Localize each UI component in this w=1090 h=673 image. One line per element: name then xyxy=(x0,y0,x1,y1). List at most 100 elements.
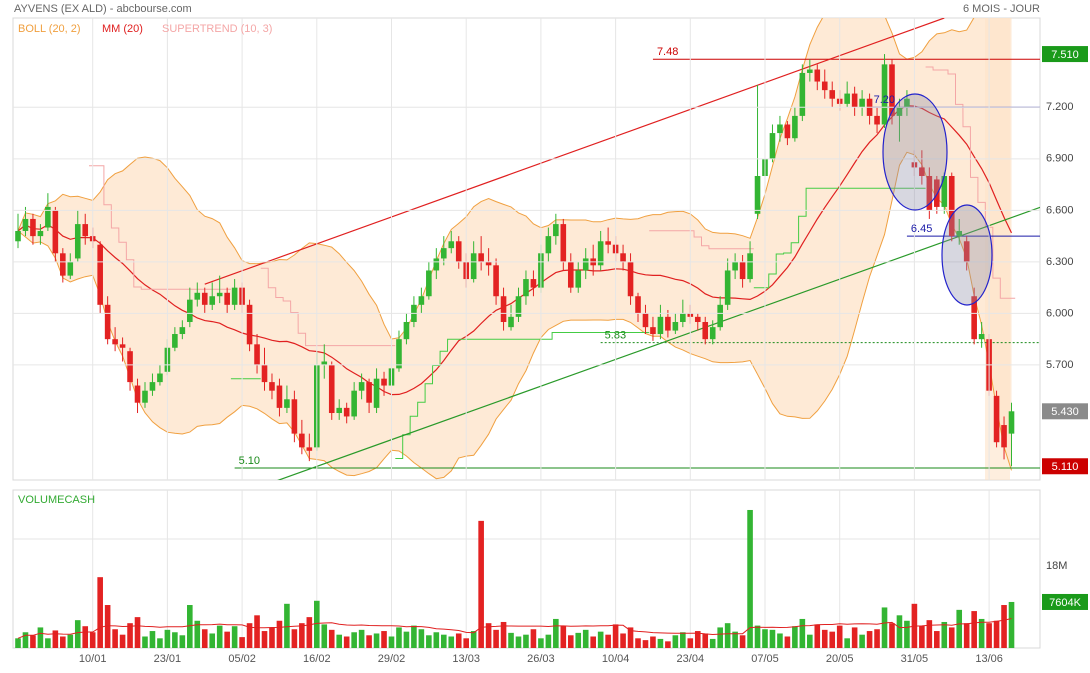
volume-bar xyxy=(919,625,925,648)
candle-body xyxy=(187,299,193,322)
volume-bar xyxy=(732,631,738,648)
candle-body xyxy=(306,447,313,451)
candle-body xyxy=(717,304,723,328)
volume-bar xyxy=(687,638,694,648)
volume-bar xyxy=(784,636,791,648)
volume-bar xyxy=(523,634,529,648)
candle-body xyxy=(142,390,148,403)
volume-bar xyxy=(762,629,768,648)
bollinger-band xyxy=(18,18,1012,479)
x-tick-label: 23/04 xyxy=(677,653,705,665)
volume-bar xyxy=(22,632,29,648)
volume-bar xyxy=(373,633,380,648)
candle-body xyxy=(627,261,634,297)
candle-body xyxy=(366,382,372,403)
legend-entry: SUPERTREND (10, 3) xyxy=(162,23,272,35)
volume-bar xyxy=(478,520,484,648)
volume-bar xyxy=(500,621,507,648)
candle-body xyxy=(448,241,455,249)
volume-bar xyxy=(485,623,492,648)
candle-body xyxy=(22,218,29,231)
plot-layer: 10/01 23/01 05/02 16/02 29/02 13/03 26/03 10/04… xyxy=(13,18,1088,665)
candle-body xyxy=(470,253,477,280)
candle-body xyxy=(597,241,604,266)
candle-body xyxy=(343,407,350,417)
volume-bar xyxy=(37,627,44,648)
volume-bar xyxy=(493,629,499,648)
x-tick-label: 16/02 xyxy=(303,653,331,665)
y-tick-label: 5.700 xyxy=(1046,359,1074,371)
candle-body xyxy=(209,296,216,305)
x-tick-label: 07/05 xyxy=(751,653,779,665)
volume-bar xyxy=(194,620,201,648)
volume-bar xyxy=(896,615,903,648)
volume-bar xyxy=(948,627,955,648)
volume-bar xyxy=(754,625,761,648)
supertrend xyxy=(925,66,1016,299)
candle-body xyxy=(754,176,761,214)
candle-body xyxy=(74,224,81,259)
volume-bar xyxy=(216,625,223,648)
candle-body xyxy=(904,98,910,108)
candle-body xyxy=(97,244,103,305)
volume-bar xyxy=(986,623,992,648)
volume-bar xyxy=(575,632,582,648)
candle-body xyxy=(545,236,552,254)
volume-bar xyxy=(851,627,858,648)
volume-bar xyxy=(956,609,963,648)
volume-bar xyxy=(142,636,148,648)
candle-body xyxy=(896,107,903,116)
volume-bar xyxy=(941,621,948,648)
volume-bar xyxy=(702,633,709,648)
volume-bar xyxy=(209,633,216,648)
candle-body xyxy=(276,385,283,408)
level-label: 7.20 xyxy=(874,94,895,106)
volume-bar xyxy=(284,603,290,648)
volume-bar xyxy=(672,635,679,648)
volume-bar xyxy=(358,629,365,648)
price-plot xyxy=(15,18,1040,480)
volume-bar xyxy=(739,635,746,648)
volume-bar xyxy=(187,605,193,648)
volume-bar xyxy=(89,632,96,648)
volume-bar xyxy=(157,638,163,648)
candle-body xyxy=(978,334,985,340)
volume-bar xyxy=(239,637,245,648)
x-tick-label: 05/02 xyxy=(228,653,256,665)
volume-bar xyxy=(859,634,865,648)
level-label: 5.83 xyxy=(605,330,626,342)
candle-body xyxy=(702,321,709,340)
volume-bar xyxy=(246,623,253,648)
candle-body xyxy=(859,98,865,108)
candle-body xyxy=(889,64,895,116)
volume-bar xyxy=(470,631,477,648)
y-tick-label: 7.200 xyxy=(1046,101,1074,113)
candle-body xyxy=(665,316,671,331)
price-marker xyxy=(1042,403,1088,420)
candle-body xyxy=(515,296,522,317)
candle-body xyxy=(418,296,425,305)
candle-body xyxy=(254,344,260,365)
volume-bar xyxy=(829,631,836,648)
candle-body xyxy=(821,81,828,91)
price-marker xyxy=(1042,46,1088,63)
volume-bar xyxy=(426,635,432,648)
volume-bar xyxy=(314,600,320,648)
highlight-ellipse xyxy=(941,204,993,306)
volume-bar xyxy=(351,632,357,648)
candle-body xyxy=(485,261,492,266)
volume-bar xyxy=(508,632,514,648)
price-marker-label: 5.110 xyxy=(1052,461,1079,473)
candle-body xyxy=(777,124,783,134)
volume-bar xyxy=(866,631,873,648)
candle-body xyxy=(261,364,268,383)
candle-body xyxy=(635,296,641,314)
candle-body xyxy=(650,327,656,335)
candle-body xyxy=(680,313,686,322)
candle-body xyxy=(134,385,141,403)
volume-bar xyxy=(978,618,985,648)
candle-body xyxy=(844,93,850,104)
volume-bar xyxy=(418,629,425,648)
candle-body xyxy=(119,344,126,348)
